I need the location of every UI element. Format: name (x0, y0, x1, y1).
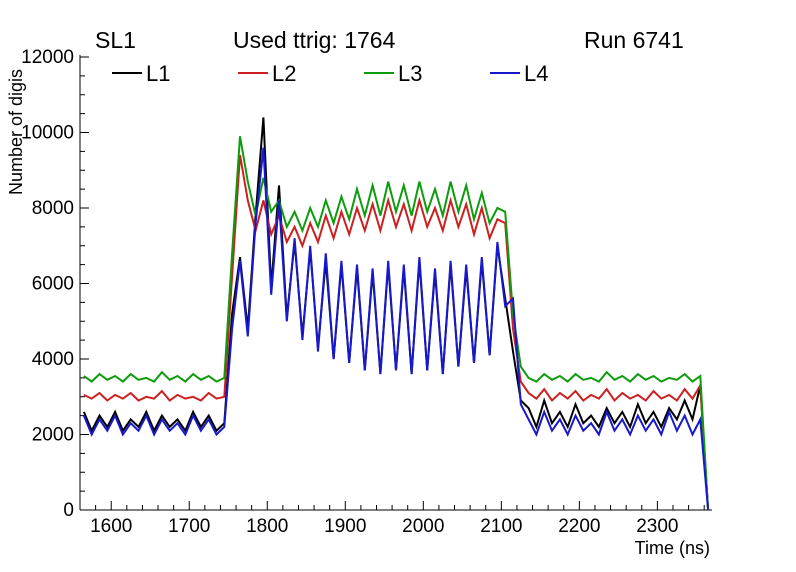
legend-label-L4: L4 (524, 61, 548, 86)
legend-label-L2: L2 (272, 61, 296, 86)
y-tick-label: 0 (63, 500, 74, 521)
y-tick-label: 12000 (21, 47, 74, 68)
series-line-L2 (83, 154, 710, 511)
series-line-L1 (82, 117, 710, 511)
series-line-L4 (82, 147, 710, 511)
legend-label-L3: L3 (398, 61, 422, 86)
y-axis-title: Number of digis (6, 69, 26, 195)
x-tick-label: 1800 (246, 516, 288, 537)
y-tick-label: 2000 (32, 425, 74, 446)
pad-title-sl: SL1 (95, 27, 136, 53)
pad-title-run: Run 6741 (584, 27, 684, 53)
y-tick-label: 4000 (32, 349, 74, 370)
y-tick-label: 6000 (32, 274, 74, 295)
x-tick-label: 2000 (402, 516, 444, 537)
legend-label-L1: L1 (146, 61, 170, 86)
x-tick-label: 1900 (324, 516, 366, 537)
x-tick-label: 2100 (480, 516, 522, 537)
x-tick-label: 2200 (558, 516, 600, 537)
y-tick-label: 8000 (32, 198, 74, 219)
pad-title-ttrig: Used ttrig: 1764 (233, 27, 396, 53)
x-axis-title: Time (ns) (635, 538, 710, 558)
x-tick-label: 2300 (636, 516, 678, 537)
series-line-L3 (83, 136, 710, 511)
y-tick-label: 10000 (21, 123, 74, 144)
x-tick-label: 1700 (168, 516, 210, 537)
x-tick-label: 1600 (90, 516, 132, 537)
